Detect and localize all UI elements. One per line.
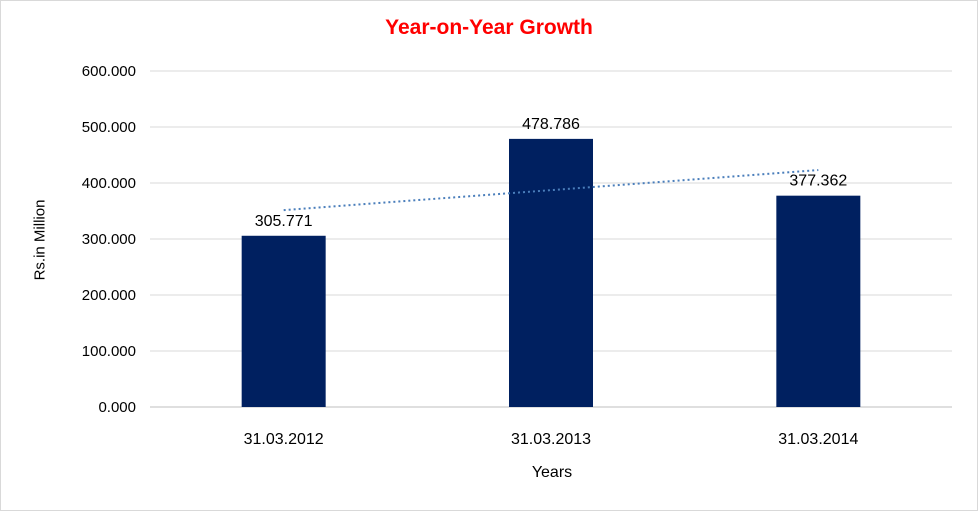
trendline-layer	[283, 169, 819, 212]
bar	[776, 195, 861, 407]
y-tick-labels: 0.000 100.000 200.000 300.000 400.000 500.000…	[82, 63, 136, 416]
x-axis-label: Years	[531, 464, 573, 481]
x-tick-label: 31.03.2013	[511, 431, 591, 448]
trendline	[283, 169, 819, 212]
data-label: 478.786	[522, 116, 580, 133]
bar	[509, 138, 593, 408]
data-labels: 305.771 478.786 377.362	[255, 116, 848, 230]
data-label: 305.771	[255, 213, 313, 230]
x-tick-label: 31.03.2014	[778, 431, 858, 448]
y-tick-label: 500.000	[82, 119, 136, 136]
data-label: 377.362	[789, 173, 847, 190]
y-tick-label: 200.000	[82, 287, 136, 304]
bar	[241, 235, 326, 407]
bars	[241, 138, 861, 408]
y-tick-label: 100.000	[82, 343, 136, 360]
y-tick-label: 400.000	[82, 175, 136, 192]
y-tick-label: 300.000	[82, 231, 136, 248]
chart-title: Year-on-Year Growth	[385, 16, 593, 39]
y-tick-label: 600.000	[82, 63, 136, 80]
x-tick-labels: 31.03.2012 31.03.2013 31.03.2014	[244, 431, 859, 448]
y-tick-label: 0.000	[98, 399, 136, 416]
x-tick-label: 31.03.2012	[244, 431, 324, 448]
